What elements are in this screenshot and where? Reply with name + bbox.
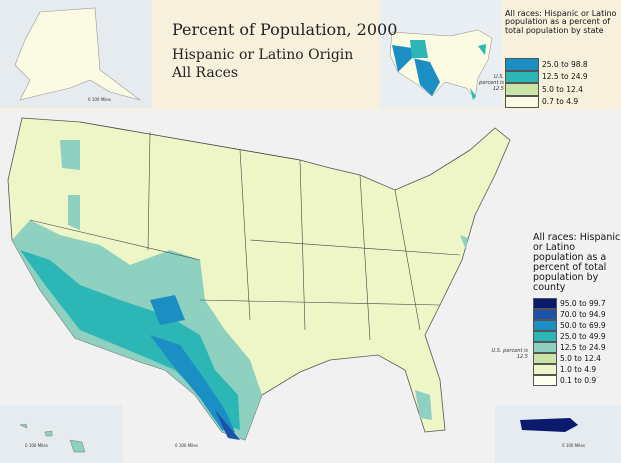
legend-label: 95.0 to 99.7 (560, 299, 606, 308)
scale: 0 100 Miles (88, 97, 111, 102)
border-very-high (150, 295, 235, 432)
legend-item: 1.0 to 4.9 (533, 364, 596, 375)
subtitle: Hispanic or Latino Origin (172, 47, 354, 63)
legend-swatch (505, 95, 539, 108)
legend-swatch (533, 375, 557, 386)
scale: 0 100 Miles (25, 443, 48, 448)
scale: 0 100 Miles (175, 443, 198, 448)
legend-item: 0.1 to 0.9 (533, 375, 596, 386)
legend-item: 25.0 to 98.8 (505, 58, 588, 71)
county-legend: All races: Hispanic or Latino population… (533, 233, 621, 393)
puerto-rico-box (495, 405, 621, 463)
legend-label: 70.0 to 94.9 (560, 310, 606, 319)
alaska (14, 7, 141, 101)
legend-item: 12.5 to 24.9 (505, 70, 588, 83)
scale: 0 100 Miles (562, 443, 585, 448)
legend-label: 12.5 to 24.9 (542, 72, 588, 82)
legend-swatch (533, 331, 557, 342)
legend-item: 70.0 to 94.9 (533, 309, 606, 320)
legend-item: 95.0 to 99.7 (533, 298, 606, 309)
legend-label: 5.0 to 12.4 (542, 84, 583, 94)
legend-label: 25.0 to 98.8 (542, 59, 588, 69)
legend-swatch (533, 309, 557, 320)
puerto-rico (520, 418, 578, 432)
legend-swatch (505, 83, 539, 96)
legend-swatch (505, 70, 539, 83)
legend-swatch (533, 320, 557, 331)
border-top (215, 410, 240, 440)
legend-label: 5.0 to 12.4 (560, 354, 601, 363)
legend-title: All races: Hispanic or Latino population… (533, 232, 621, 293)
us-inset-mid (410, 40, 486, 100)
legend-item: 25.0 to 49.9 (533, 331, 606, 342)
us-note: U.S. percent is 12.5 (491, 348, 528, 360)
legend-swatch (533, 364, 557, 375)
us-inset-high (392, 45, 440, 96)
state-borders (29, 121, 461, 341)
southwest-high (20, 250, 240, 430)
legend-item: 12.5 to 24.9 (533, 342, 606, 353)
legend-title: All races: Hispanic or Latino population… (505, 9, 617, 35)
us-note: U.S. percent is 12.5 (479, 74, 504, 92)
legend-label: 50.0 to 69.9 (560, 321, 606, 330)
legend-swatch (505, 58, 539, 71)
legend-item: 5.0 to 12.4 (505, 83, 583, 96)
legend-swatch (533, 353, 557, 364)
subtitle: All Races (172, 65, 239, 81)
legend-swatch (533, 298, 557, 309)
legend-label: 0.7 to 4.9 (542, 97, 579, 107)
hawaii-box (0, 405, 122, 463)
hawaii (19, 423, 86, 453)
legend-item: 5.0 to 12.4 (533, 353, 601, 364)
title: Percent of Population, 2000 (172, 20, 398, 39)
legend-swatch (533, 342, 557, 353)
legend-label: 0.1 to 0.9 (560, 376, 597, 385)
legend-item: 50.0 to 69.9 (533, 320, 606, 331)
legend-label: 25.0 to 49.9 (560, 332, 606, 341)
state-legend: All races: Hispanic or Latino population… (505, 9, 619, 110)
legend-label: 12.5 to 24.9 (560, 343, 606, 352)
legend-label: 1.0 to 4.9 (560, 365, 597, 374)
legend-item: 0.7 to 4.9 (505, 95, 579, 108)
